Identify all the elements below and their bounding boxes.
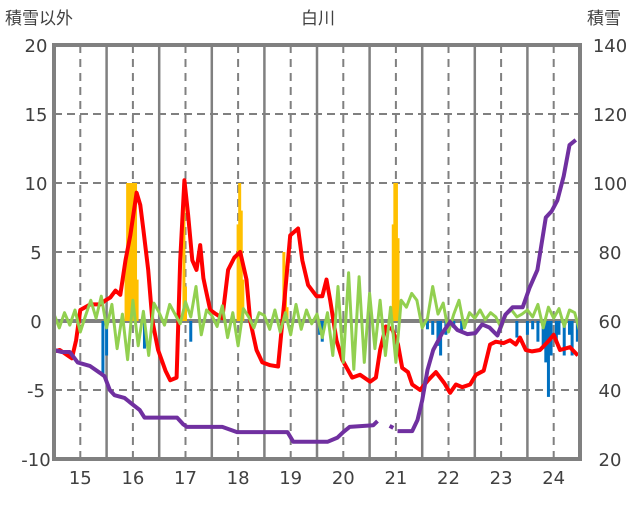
left-tick-label: 10	[25, 174, 48, 195]
right-axis-title: 積雪	[587, 9, 621, 29]
green-series-line	[52, 271, 582, 371]
orange-bar	[132, 183, 136, 321]
x-tick-label: 22	[437, 468, 460, 489]
x-tick-label: 18	[227, 468, 250, 489]
right-tick-label: 100	[593, 174, 627, 195]
blue-bar	[105, 321, 109, 356]
blue-bar	[554, 321, 558, 342]
blue-bar	[425, 321, 429, 330]
x-tick-label: 15	[69, 468, 92, 489]
blue-bar	[142, 321, 146, 349]
right-tick-label: 60	[599, 312, 622, 333]
red-series-line	[53, 178, 580, 395]
blue-bar	[460, 321, 464, 333]
right-tick-label: 140	[593, 36, 627, 57]
orange-bar	[241, 279, 245, 321]
purple-series-line	[53, 138, 578, 444]
blue-bar	[189, 321, 193, 342]
left-tick-label: 0	[30, 312, 41, 333]
x-tick-label: 23	[490, 468, 513, 489]
left-tick-label: -5	[27, 381, 45, 402]
right-tick-label: 80	[599, 243, 622, 264]
right-tick-label: 120	[593, 105, 627, 126]
left-tick-label: 5	[30, 243, 41, 264]
orange-bar	[135, 279, 139, 321]
orange-bar	[391, 224, 395, 321]
orange-bar	[396, 238, 400, 321]
blue-bar	[546, 321, 550, 397]
blue-bar	[431, 321, 435, 335]
blue-bar	[567, 321, 571, 335]
x-tick-label: 21	[384, 468, 407, 489]
blue-bar	[570, 321, 574, 356]
blue-bar	[525, 321, 529, 335]
blue-bar	[531, 321, 535, 330]
orange-bar	[134, 183, 138, 321]
left-axis-title: 積雪以外	[5, 9, 73, 29]
orange-bar	[394, 183, 398, 321]
blue-bar	[101, 321, 105, 377]
right-tick-label: 40	[599, 381, 622, 402]
x-tick-label: 16	[121, 468, 144, 489]
orange-bar	[124, 265, 128, 321]
blue-bar	[562, 321, 566, 356]
left-tick-label: 20	[25, 36, 48, 57]
blue-bar	[515, 321, 519, 338]
orange-bar	[127, 183, 131, 321]
blue-bar	[557, 321, 561, 335]
blue-bar	[541, 321, 545, 349]
left-tick-label: -10	[21, 450, 50, 471]
orange-bar	[182, 183, 186, 321]
blue-bar	[575, 321, 579, 342]
orange-bar	[236, 224, 240, 321]
orange-bar	[239, 210, 243, 321]
orange-bar	[130, 183, 134, 321]
x-tick-label: 19	[279, 468, 302, 489]
blue-bar	[436, 321, 440, 346]
right-tick-label: 20	[599, 450, 622, 471]
blue-bar	[536, 321, 540, 342]
x-tick-label: 20	[332, 468, 355, 489]
left-tick-label: 15	[25, 105, 48, 126]
orange-bar	[393, 183, 397, 321]
chart-title: 白川	[301, 9, 335, 29]
x-tick-label: 17	[174, 468, 197, 489]
plot-frame	[52, 43, 582, 461]
x-tick-label: 24	[542, 468, 565, 489]
orange-bar	[129, 183, 133, 321]
